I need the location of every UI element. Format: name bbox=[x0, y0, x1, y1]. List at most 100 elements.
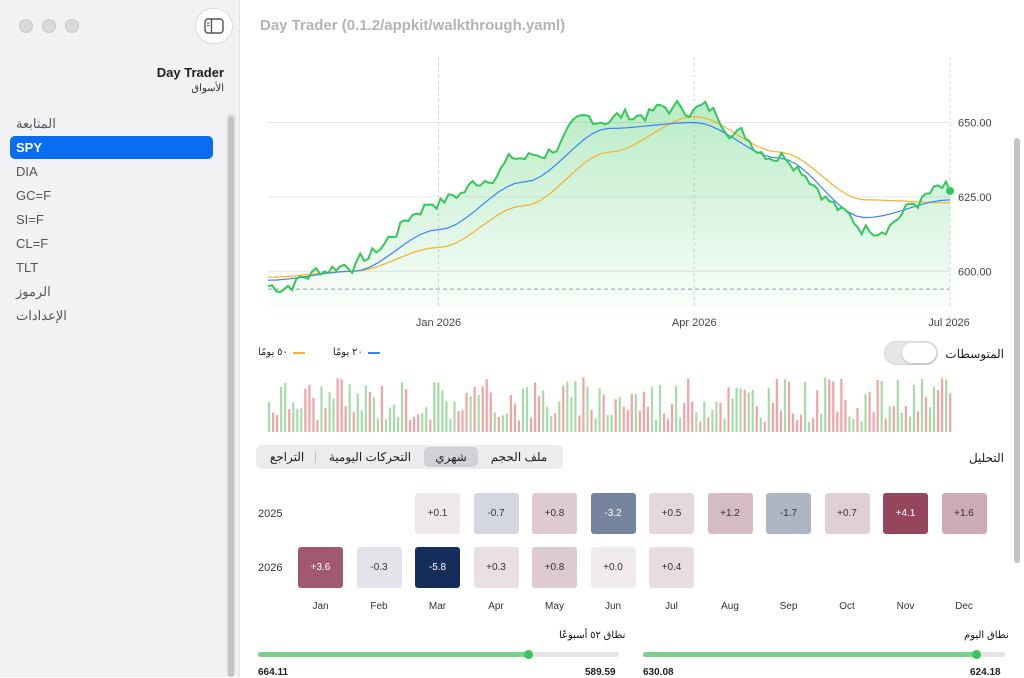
heatmap-cell[interactable]: +0.4 bbox=[649, 547, 694, 588]
sidebar-scrollbar-thumb[interactable] bbox=[228, 116, 234, 677]
heatmap-cell[interactable]: +0.8 bbox=[532, 493, 577, 534]
volume-bar bbox=[453, 401, 456, 432]
volume-bar bbox=[755, 406, 758, 432]
volume-bar bbox=[868, 391, 871, 432]
volume-bar bbox=[941, 378, 944, 432]
year-label-2025: 2025 bbox=[258, 508, 283, 520]
year-label-2026: 2026 bbox=[258, 562, 283, 574]
week52-high: 664.11 bbox=[258, 667, 289, 678]
volume-bar bbox=[425, 406, 428, 432]
volume-bar bbox=[675, 385, 678, 432]
volume-bar bbox=[461, 410, 464, 432]
sidebar-item-gold[interactable]: GC=F bbox=[16, 188, 52, 203]
heatmap-cell[interactable]: -0.3 bbox=[356, 547, 402, 588]
chart-legend: ٥٠ يومًا ٢٠ يومًا bbox=[258, 347, 380, 358]
minimize-window-icon[interactable] bbox=[42, 19, 56, 33]
volume-bar bbox=[892, 405, 895, 432]
volume-bar bbox=[521, 388, 525, 432]
volume-bar bbox=[400, 381, 404, 432]
volume-bar bbox=[509, 395, 512, 432]
heatmap-cell[interactable]: +0.3 bbox=[473, 547, 519, 588]
sidebar-item-settings[interactable]: الإعدادات bbox=[16, 308, 67, 323]
day-range-label: نطاق اليوم bbox=[964, 630, 1009, 641]
volume-bar bbox=[602, 394, 605, 432]
sidebar-item-tlt[interactable]: TLT bbox=[16, 260, 39, 275]
heatmap-cell[interactable]: +0.7 bbox=[824, 493, 870, 534]
month-label: Jan bbox=[312, 601, 329, 612]
sidebar-toggle-button[interactable] bbox=[195, 8, 233, 44]
month-label: Mar bbox=[428, 601, 447, 612]
main-scrollbar-thumb[interactable] bbox=[1014, 138, 1020, 563]
day-range-fill bbox=[643, 652, 977, 657]
tab-daily-moves[interactable]: التحركات اليومية bbox=[328, 450, 412, 464]
volume-bar bbox=[634, 394, 637, 432]
volume-bar bbox=[735, 387, 738, 432]
sidebar-item-symbols[interactable]: الرموز bbox=[16, 284, 51, 299]
volume-bar bbox=[791, 413, 795, 432]
heatmap-cell[interactable]: +3.6 bbox=[298, 547, 343, 588]
price-line bbox=[267, 99, 951, 294]
tab-drawdown[interactable]: التراجع bbox=[269, 450, 305, 464]
volume-bar bbox=[707, 417, 710, 432]
sidebar-item-watchlist[interactable]: المتابعة bbox=[16, 116, 56, 131]
volume-bar bbox=[614, 399, 617, 432]
volume-bar bbox=[719, 402, 722, 432]
heatmap-cell[interactable]: -3.2 bbox=[590, 493, 636, 534]
month-label: Nov bbox=[896, 601, 915, 612]
volume-bar bbox=[864, 394, 867, 432]
volume-bar bbox=[840, 378, 843, 432]
volume-bar bbox=[618, 396, 621, 432]
volume-bar bbox=[747, 392, 750, 432]
heatmap-cell[interactable]: +0.1 bbox=[415, 493, 460, 534]
x-tick-label: Jan 2026 bbox=[416, 317, 461, 329]
volume-bar bbox=[949, 393, 952, 432]
heatmap-cell[interactable]: +4.1 bbox=[883, 493, 928, 534]
volume-bar bbox=[505, 413, 508, 432]
month-label: Aug bbox=[721, 601, 739, 612]
volume-bar bbox=[759, 417, 762, 432]
volume-bar bbox=[610, 414, 613, 432]
averages-label: المتوسطات bbox=[945, 347, 1004, 361]
sidebar-item-oil[interactable]: CL=F bbox=[16, 236, 49, 251]
heatmap-cell[interactable]: +1.2 bbox=[707, 493, 753, 534]
analysis-segmented-control: التراجع التحركات اليومية شهري ملف الحجم bbox=[256, 445, 563, 469]
month-label: Feb bbox=[370, 601, 388, 612]
volume-bar bbox=[852, 418, 855, 432]
legend-ma20-swatch bbox=[367, 351, 380, 354]
analysis-label: التحليل bbox=[968, 451, 1004, 465]
sidebar: Day Trader الأسواق المتابعة SPY DIA GC=F… bbox=[0, 0, 240, 677]
averages-toggle-knob[interactable] bbox=[902, 343, 936, 363]
sidebar-item-spy[interactable]: SPY bbox=[10, 136, 213, 159]
heatmap-cell[interactable]: +0.5 bbox=[649, 493, 694, 534]
sidebar-item-dia[interactable]: DIA bbox=[16, 164, 38, 179]
price-area bbox=[268, 101, 950, 307]
close-window-icon[interactable] bbox=[19, 19, 33, 33]
volume-bar bbox=[638, 410, 641, 432]
heatmap-cell[interactable]: -0.7 bbox=[473, 493, 519, 534]
tab-volume-profile[interactable]: ملف الحجم bbox=[490, 450, 548, 464]
volume-bar bbox=[594, 418, 597, 432]
heatmap-cell[interactable]: +1.6 bbox=[941, 493, 987, 534]
volume-bar bbox=[578, 415, 581, 432]
volume-bar bbox=[429, 419, 432, 432]
tab-monthly[interactable]: شهري bbox=[424, 447, 478, 467]
sidebar-item-silver[interactable]: SI=F bbox=[16, 212, 44, 227]
volume-bar bbox=[844, 399, 847, 432]
heatmap-cell[interactable]: +0.8 bbox=[532, 547, 577, 588]
heatmap-cell[interactable]: +0.0 bbox=[590, 547, 636, 588]
month-label: Apr bbox=[488, 601, 504, 612]
month-label: Jul bbox=[665, 601, 678, 612]
volume-bar bbox=[606, 414, 609, 432]
heatmap-cell[interactable]: -1.7 bbox=[766, 493, 811, 534]
volume-bar bbox=[662, 413, 666, 432]
volume-bar bbox=[324, 407, 327, 432]
volume-bar bbox=[920, 378, 924, 432]
volume-bar bbox=[304, 388, 307, 432]
volume-bar bbox=[296, 408, 299, 432]
heatmap-cell[interactable]: -5.8 bbox=[415, 547, 460, 588]
volume-bar bbox=[763, 421, 766, 432]
zoom-window-icon[interactable] bbox=[65, 19, 79, 33]
volume-bar bbox=[775, 379, 778, 432]
day-high: 630.08 bbox=[643, 667, 674, 678]
